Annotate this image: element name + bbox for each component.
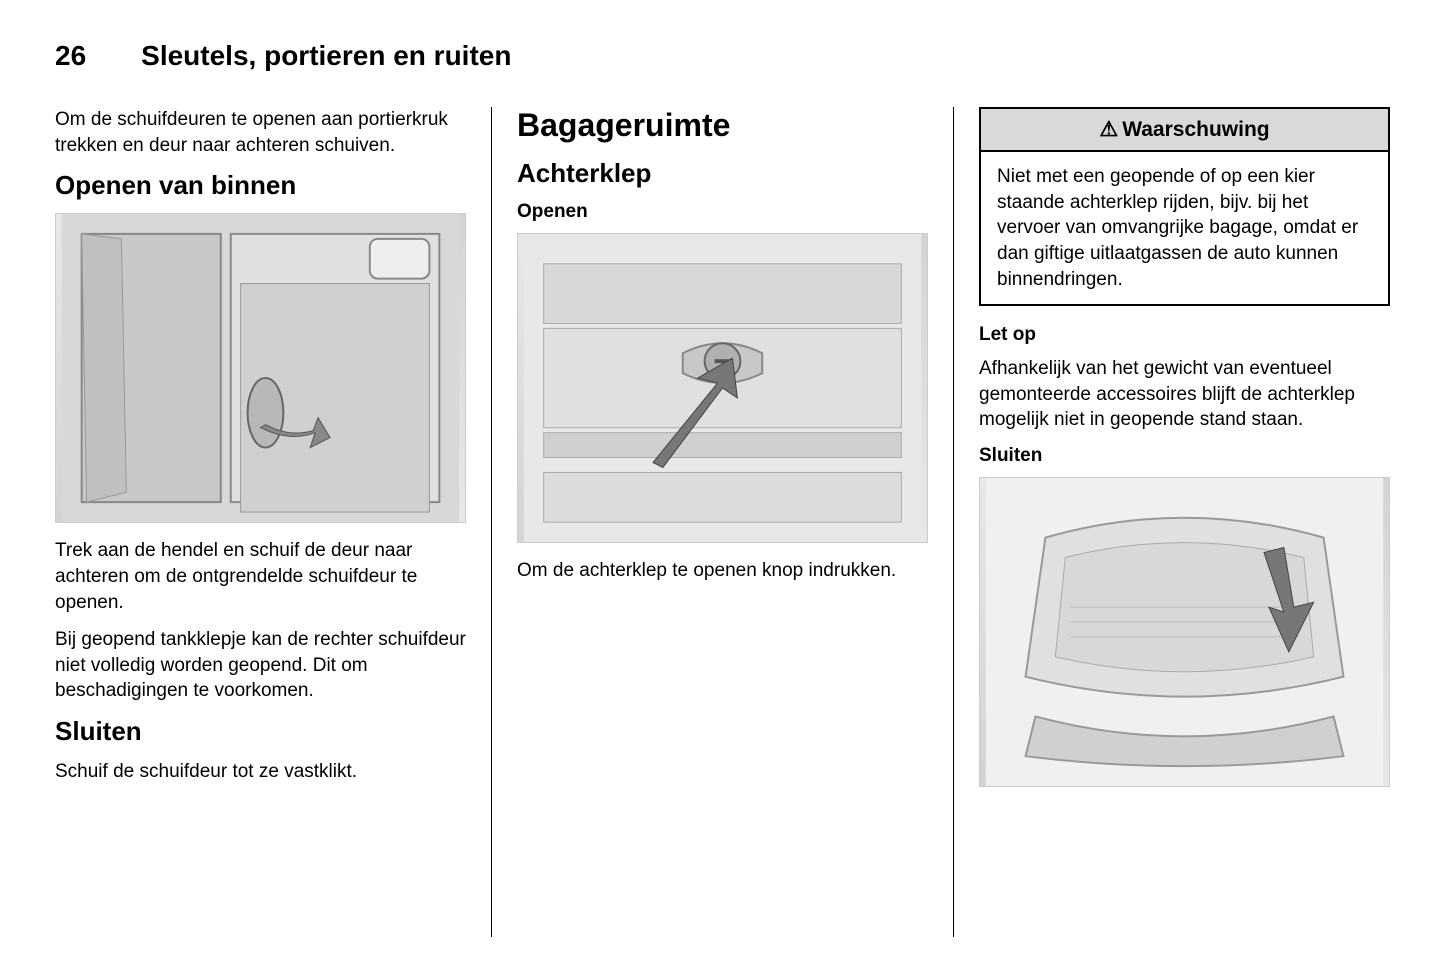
warning-box: ⚠Waarschuwing Niet met een geopende of o… [979,107,1390,306]
column-2: Bagageruimte Achterklep Openen Om de ach… [492,107,953,937]
heading-achterklep: Achterklep [517,158,928,189]
heading-open-inside: Openen van binnen [55,170,466,201]
tailgate-open-text: Om de achterklep te openen knop indrukke… [517,558,928,584]
image-tailgate-close [979,477,1390,787]
tailgate-close-illustration [980,478,1389,786]
heading-sluiten: Sluiten [979,445,1390,467]
page-header: 26 Sleutels, portieren en ruiten [55,40,1390,72]
heading-openen: Openen [517,201,928,223]
warning-title: Waarschuwing [1122,118,1269,141]
heading-bagageruimte: Bagageruimte [517,107,928,144]
tailgate-button-illustration [518,234,927,542]
page-number: 26 [55,40,86,72]
letop-body: Afhankelijk van het gewicht van eventuee… [979,356,1390,433]
handle-text: Trek aan de hendel en schuif de deur naa… [55,538,466,615]
warning-body: Niet met een geopende of op een kier sta… [981,152,1388,304]
door-illustration [56,214,465,522]
image-tailgate-button [517,233,928,543]
close-text: Schuif de schuifdeur tot ze vastklikt. [55,759,466,785]
tankklep-text: Bij geopend tankklepje kan de rechter sc… [55,627,466,704]
heading-close: Sluiten [55,716,466,747]
warning-triangle-icon: ⚠ [1099,117,1118,142]
letop-title: Let op [979,324,1390,346]
content-columns: Om de schuifdeuren te openen aan portier… [55,107,1390,937]
column-3: ⚠Waarschuwing Niet met een geopende of o… [954,107,1390,937]
section-title: Sleutels, portieren en ruiten [141,40,511,72]
warning-header: ⚠Waarschuwing [981,109,1388,152]
image-sliding-door [55,213,466,523]
intro-text: Om de schuifdeuren te openen aan portier… [55,107,466,158]
column-1: Om de schuifdeuren te openen aan portier… [55,107,491,937]
